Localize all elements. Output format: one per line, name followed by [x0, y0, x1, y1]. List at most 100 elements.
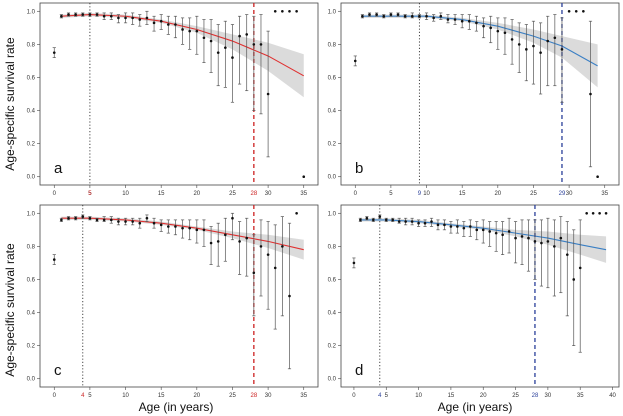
data-point [546, 39, 550, 43]
x-tick-label: 0 [53, 393, 57, 399]
data-point [361, 14, 364, 18]
x-tick-label: 20 [193, 191, 200, 197]
data-point [281, 245, 284, 248]
panel-a: 0.00.20.40.60.81.00 5 10 15 20 25 30 355 28a [27, 2, 319, 197]
panels: 0.00.20.40.60.81.00 5 10 15 20 25 30 355 28a0.00… [27, 2, 620, 399]
y-tick-label: 1.0 [328, 211, 337, 217]
data-point [501, 233, 504, 237]
x-tick-label: 20 [480, 393, 487, 399]
data-point [372, 218, 375, 222]
data-point [302, 175, 306, 179]
y-tick-label: 0.8 [328, 244, 337, 250]
y-tick-label: 0.6 [27, 277, 36, 283]
data-point [494, 231, 498, 235]
y-tick-label: 0.2 [27, 142, 36, 148]
data-point [295, 9, 298, 13]
data-point [281, 9, 284, 13]
data-point [565, 253, 569, 256]
data-point [273, 266, 277, 270]
data-point [582, 9, 585, 13]
y-tick-label: 0.8 [27, 244, 36, 250]
data-point [368, 13, 371, 16]
data-point [591, 211, 595, 215]
data-point [488, 230, 491, 233]
data-point [404, 220, 407, 223]
data-point [596, 175, 599, 179]
y-tick-label: 0.8 [27, 42, 36, 48]
data-point [117, 16, 120, 20]
x-tick-label: 5 [88, 191, 92, 197]
data-point [514, 236, 517, 240]
data-point [423, 221, 427, 225]
panel-d: 0.0 0.2 0.4 0.6 0.8 1.0 0 5 10 15 20 25 30 35 40 4 28 d [328, 204, 620, 399]
y-tick-label: 0.4 [328, 109, 337, 115]
x-tick-label: 0 [53, 191, 57, 197]
data-point [432, 16, 435, 20]
x-axis-label-right: Age (in years) [438, 400, 513, 414]
data-point [152, 221, 156, 225]
x-tick-label: 30 [265, 393, 272, 399]
data-point [81, 215, 85, 218]
data-point [589, 92, 592, 96]
data-point [159, 223, 163, 227]
data-point [102, 218, 106, 222]
data-point [539, 51, 542, 54]
data-point [365, 216, 369, 220]
data-point [188, 226, 191, 230]
data-point [410, 14, 414, 18]
panel-c: 0.0 0.2 0.4 0.6 0.8 1.0 0 5 10 15 20 25 30 35 4 28 c [27, 204, 319, 399]
x-tick-label: 15 [459, 191, 466, 197]
data-point [216, 51, 220, 54]
x-tick-label: 30 [265, 191, 272, 197]
y-axis-label-bottom: Age-specific survival rate [3, 243, 17, 377]
x-tick-label: 5 [389, 191, 393, 197]
marker-label: 4 [81, 393, 85, 399]
data-point [481, 228, 485, 232]
data-point [382, 14, 386, 18]
data-point [375, 13, 378, 16]
data-point [468, 19, 471, 23]
y-tick-label: 0.6 [328, 277, 337, 283]
plot-frame [340, 2, 620, 186]
data-point [517, 43, 521, 46]
y-tick-label: 0.2 [328, 142, 337, 148]
x-tick-label: 35 [300, 393, 307, 399]
y-tick-label: 0.2 [328, 344, 337, 350]
data-point [95, 13, 99, 16]
x-tick-label: 20 [494, 191, 501, 197]
x-tick-label: 25 [229, 393, 236, 399]
y-tick-label: 0.4 [27, 109, 36, 115]
data-point [553, 245, 556, 248]
data-point [167, 23, 170, 26]
data-point [60, 14, 63, 18]
x-tick-label: 30 [566, 191, 573, 197]
data-point [482, 24, 485, 28]
data-point [124, 16, 127, 20]
data-point [553, 36, 557, 40]
data-point [496, 29, 500, 33]
data-point [259, 43, 263, 46]
data-point [403, 14, 407, 18]
y-tick-label: 0.2 [27, 344, 36, 350]
data-point [567, 9, 571, 13]
data-point [460, 19, 464, 23]
data-point [74, 13, 77, 16]
data-point [131, 220, 134, 223]
data-point [578, 266, 582, 270]
data-point [533, 240, 537, 243]
data-point [443, 223, 446, 227]
data-point [109, 14, 113, 18]
data-point [418, 14, 421, 18]
data-point [224, 46, 227, 49]
x-tick-label: 35 [577, 393, 584, 399]
data-point [559, 236, 563, 240]
data-point [231, 56, 234, 59]
data-point [238, 240, 241, 243]
data-point [295, 211, 298, 215]
y-tick-label: 1.0 [27, 211, 36, 217]
data-point [475, 228, 479, 232]
plot-frame [340, 204, 620, 388]
data-point [167, 225, 170, 228]
x-tick-label: 25 [530, 191, 537, 197]
